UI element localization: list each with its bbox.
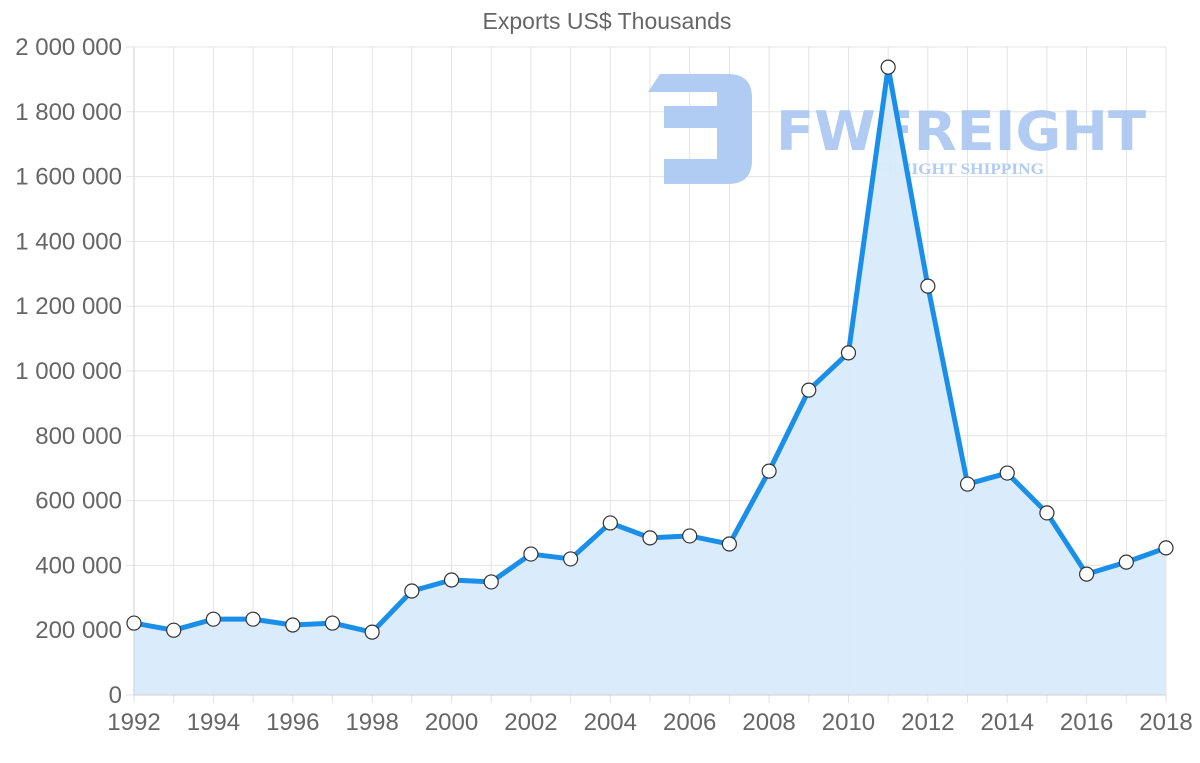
y-axis-ticks: 0 200 000 400 000 600 000 800 000 1 000 000 1 …	[15, 34, 122, 709]
x-tick-label: 2002	[504, 709, 557, 736]
y-tick-label: 1 800 000	[15, 99, 122, 126]
data-point-marker[interactable]	[285, 617, 301, 633]
x-tick-label: 2010	[822, 709, 875, 736]
x-tick-label: 1996	[266, 709, 319, 736]
fwfreight-logo-icon	[648, 74, 752, 184]
data-points	[126, 59, 1174, 640]
data-point-marker[interactable]	[761, 463, 777, 479]
data-point-marker[interactable]	[1158, 540, 1174, 556]
data-point-marker[interactable]	[1039, 505, 1055, 521]
y-tick-label: 1 200 000	[15, 293, 122, 320]
data-point-marker[interactable]	[443, 572, 460, 588]
data-point-marker[interactable]	[205, 611, 221, 627]
x-tick-label: 2004	[584, 709, 637, 736]
y-tick-label: 1 400 000	[15, 228, 122, 255]
data-point-marker[interactable]	[840, 345, 857, 361]
x-tick-label: 2008	[742, 709, 795, 736]
x-tick-label: 2012	[901, 709, 954, 736]
data-point-marker[interactable]	[801, 382, 817, 398]
area-fill	[134, 67, 1166, 695]
x-tick-label: 2016	[1060, 709, 1113, 736]
data-point-marker[interactable]	[642, 530, 658, 546]
y-tick-label: 1 000 000	[15, 358, 122, 385]
y-tick-label: 200 000	[35, 617, 122, 644]
y-tick-label: 2 000 000	[15, 34, 122, 61]
data-point-marker[interactable]	[602, 515, 618, 531]
x-tick-label: 1992	[107, 709, 160, 736]
x-tick-label: 2000	[425, 709, 478, 736]
data-point-marker[interactable]	[920, 278, 936, 294]
data-point-marker[interactable]	[880, 59, 896, 75]
watermark-brand: FWFREIGHT	[776, 100, 1146, 163]
watermark-tagline: FREIGHT SHIPPING	[877, 161, 1045, 178]
x-tick-label: 1998	[345, 709, 398, 736]
data-point-marker[interactable]	[166, 622, 182, 638]
chart-title: Exports US$ Thousands	[482, 8, 732, 34]
data-point-marker[interactable]	[126, 615, 142, 631]
data-point-marker[interactable]	[364, 624, 380, 640]
y-tick-label: 600 000	[35, 488, 122, 515]
data-point-marker[interactable]	[324, 615, 341, 631]
y-tick-label: 0	[109, 682, 122, 709]
x-tick-label: 2018	[1139, 709, 1192, 736]
y-tick-label: 800 000	[35, 423, 122, 450]
data-point-marker[interactable]	[1079, 566, 1095, 582]
data-point-marker[interactable]	[523, 546, 539, 562]
data-point-marker[interactable]	[245, 611, 261, 627]
data-point-marker[interactable]	[999, 465, 1015, 481]
y-tick-label: 400 000	[35, 552, 122, 579]
x-axis-ticks: 1992 1994 1996 1998 2000 2002 2004 2006 2008 2010…	[107, 709, 1192, 736]
y-tick-label: 1 600 000	[15, 164, 122, 191]
x-tick-label: 2006	[663, 709, 716, 736]
x-tick-label: 1994	[187, 709, 240, 736]
data-point-marker[interactable]	[563, 551, 579, 567]
data-point-marker[interactable]	[721, 536, 737, 552]
axes	[133, 47, 1166, 696]
data-point-marker[interactable]	[404, 583, 420, 599]
data-point-marker[interactable]	[682, 528, 698, 544]
data-point-marker[interactable]	[959, 476, 976, 492]
data-point-marker[interactable]	[483, 574, 499, 590]
data-point-marker[interactable]	[1118, 554, 1134, 570]
x-tick-label: 2014	[981, 709, 1034, 736]
fwfreight-watermark: FWFREIGHT FREIGHT SHIPPING	[648, 74, 1146, 184]
